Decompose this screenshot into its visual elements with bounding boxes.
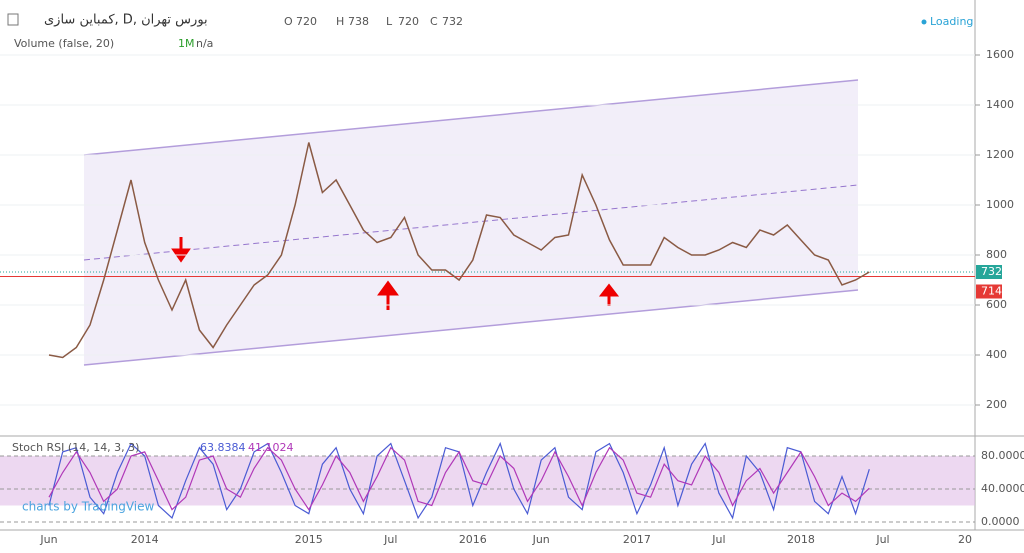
stoch-fill — [0, 455, 975, 506]
channel-upper — [83, 79, 859, 156]
y-tick-label: 400 — [986, 348, 1007, 361]
x-tick-label: Jul — [711, 533, 725, 546]
title: کمباین سازی, D, بورس تهران — [44, 13, 208, 28]
volume-value: n/a — [196, 37, 213, 50]
channel-lower — [83, 289, 859, 366]
x-tick-label: Jul — [875, 533, 889, 546]
stoch-line — [48, 446, 870, 511]
ohlc-value: 720 — [296, 15, 317, 28]
y-tick-label: 600 — [986, 298, 1007, 311]
y-tick-label: 800 — [986, 248, 1007, 261]
ohlc-label: O — [284, 15, 293, 28]
collapse-icon[interactable] — [7, 13, 19, 26]
x-tick-label: 2015 — [295, 533, 323, 546]
x-tick-label: Jul — [383, 533, 397, 546]
x-tick-label: 20 — [958, 533, 972, 546]
ohlc-label: L — [386, 15, 393, 28]
stoch-d-value: 41.1024 — [248, 441, 294, 454]
volume-interval: 1M — [178, 37, 195, 50]
ohlc-value: 732 — [442, 15, 463, 28]
watermark: charts by TradingView — [22, 500, 154, 514]
level-label: 714 — [981, 285, 1002, 298]
stoch-k-value: 63.8384 — [200, 441, 246, 454]
y-tick-label: 0.0000 — [981, 515, 1020, 528]
x-tick-label: 2016 — [459, 533, 487, 546]
stoch-title: Stoch RSI (14, 14, 3, 3) — [12, 441, 139, 454]
level-tag — [976, 284, 1002, 299]
last-price-tag — [976, 265, 1002, 279]
y-tick-label: 40.0000 — [981, 482, 1024, 495]
x-tick-label: 2018 — [787, 533, 815, 546]
x-tick-label: Jun — [39, 533, 57, 546]
y-tick-label: 1400 — [986, 98, 1014, 111]
y-tick-label: 1200 — [986, 148, 1014, 161]
y-tick-label: 200 — [986, 398, 1007, 411]
volume-label: Volume (false, 20) — [14, 37, 114, 50]
x-tick-label: Jun — [532, 533, 550, 546]
ohlc-value: 738 — [348, 15, 369, 28]
x-tick-label: 2017 — [623, 533, 651, 546]
x-tick-label: 2014 — [131, 533, 159, 546]
status-dot — [921, 19, 927, 25]
y-tick-label: 1000 — [986, 198, 1014, 211]
price-line — [48, 142, 870, 359]
ohlc-value: 720 — [398, 15, 419, 28]
channel-fill — [84, 80, 858, 365]
ohlc-label: C — [430, 15, 438, 28]
stoch-band — [0, 455, 975, 523]
y-tick-label: 1600 — [986, 48, 1014, 61]
last-price-label: 732 — [981, 265, 1002, 278]
status: Loading — [930, 15, 973, 28]
ohlc-label: H — [336, 15, 344, 28]
plot — [0, 54, 975, 520]
y-tick-label: 80.0000 — [981, 449, 1024, 462]
